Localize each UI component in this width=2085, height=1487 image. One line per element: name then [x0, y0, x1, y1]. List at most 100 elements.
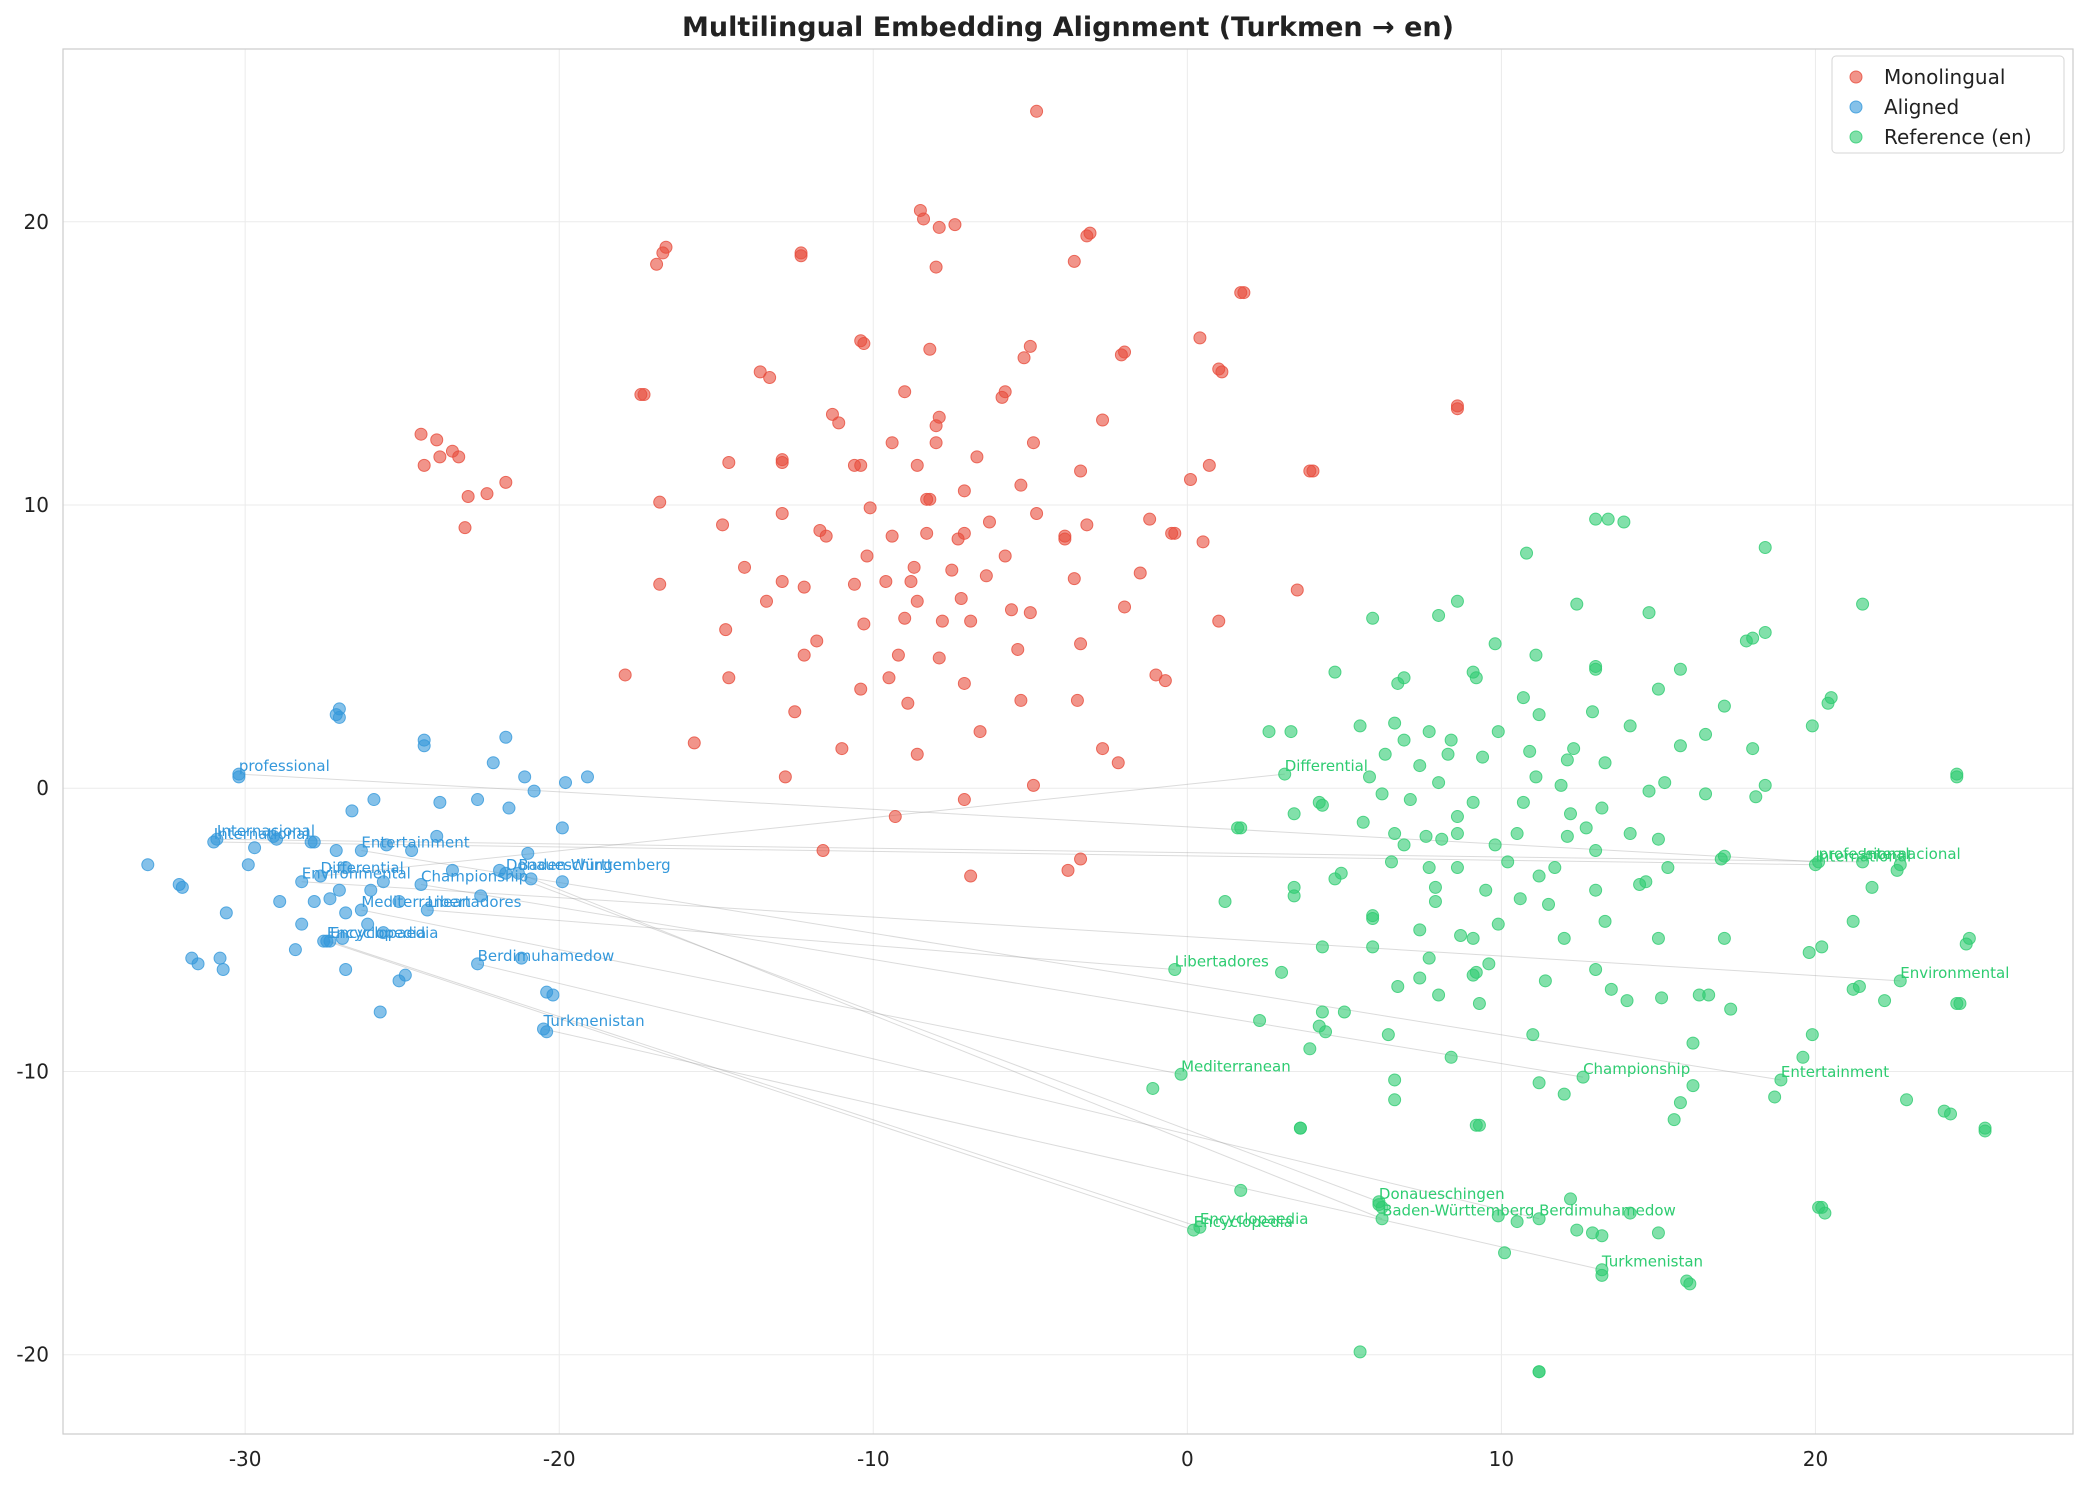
- point-reference-en: [1315, 940, 1329, 954]
- point-monolingual: [1067, 572, 1081, 586]
- point-monolingual: [1118, 600, 1132, 614]
- point-monolingual: [917, 212, 931, 226]
- point-monolingual: [653, 495, 667, 509]
- point-monolingual: [854, 458, 868, 472]
- point-monolingual: [957, 676, 971, 690]
- point-reference-en: [1479, 883, 1493, 897]
- point-reference-en: [1623, 719, 1637, 733]
- point-reference-en: [1900, 1093, 1914, 1107]
- point-monolingual: [910, 747, 924, 761]
- point-reference-en: [1768, 1090, 1782, 1104]
- point-monolingual: [656, 246, 670, 260]
- point-reference-en: [1174, 1067, 1188, 1081]
- point-reference-en: [1428, 895, 1442, 909]
- point-monolingual: [738, 560, 752, 574]
- point-reference-en: [1187, 1223, 1201, 1237]
- point-aligned: [471, 957, 485, 971]
- aligned-word-label: Championship: [421, 868, 528, 886]
- point-monolingual: [788, 705, 802, 719]
- point-monolingual: [461, 490, 475, 504]
- point-aligned: [345, 804, 359, 818]
- point-aligned: [314, 869, 328, 883]
- point-monolingual: [458, 521, 472, 535]
- point-labels: professionalprofessionalInternationalInt…: [214, 757, 2010, 1271]
- point-reference-en: [1501, 855, 1515, 869]
- point-aligned: [392, 895, 406, 909]
- point-reference-en: [1651, 832, 1665, 846]
- point-reference-en: [1366, 611, 1380, 625]
- reference-word-label: professional: [1819, 845, 1910, 863]
- point-monolingual: [1196, 535, 1210, 549]
- point-reference-en: [1567, 742, 1581, 756]
- alignment-line: [320, 773, 1285, 877]
- point-reference-en: [1774, 1073, 1788, 1087]
- aligned-word-label: Encyclopedia: [327, 924, 426, 942]
- point-monolingual: [1168, 526, 1182, 540]
- legend-label: Reference (en): [1884, 125, 2032, 149]
- point-aligned: [376, 875, 390, 889]
- point-reference-en: [1422, 861, 1436, 875]
- point-reference-en: [1432, 776, 1446, 790]
- legend-label: Aligned: [1884, 95, 1959, 119]
- point-reference-en: [1595, 1229, 1609, 1243]
- point-reference-en: [1388, 1093, 1402, 1107]
- point-monolingual: [1158, 674, 1172, 688]
- point-reference-en: [1570, 597, 1584, 611]
- point-reference-en: [1366, 940, 1380, 954]
- point-aligned: [232, 770, 246, 784]
- point-aligned: [339, 861, 353, 875]
- point-reference-en: [1642, 606, 1656, 620]
- point-monolingual: [1143, 512, 1157, 526]
- point-monolingual: [885, 436, 899, 450]
- point-monolingual: [973, 725, 987, 739]
- point-monolingual: [1026, 436, 1040, 450]
- point-reference-en: [1391, 676, 1405, 690]
- point-reference-en: [1655, 991, 1669, 1005]
- reference-word-label: Donaueschingen: [1379, 1185, 1505, 1203]
- point-monolingual: [904, 574, 918, 588]
- point-monolingual: [1074, 852, 1088, 866]
- point-reference-en: [1856, 855, 1870, 869]
- point-reference-en: [1428, 880, 1442, 894]
- point-reference-en: [1516, 795, 1530, 809]
- point-reference-en: [1589, 963, 1603, 977]
- point-monolingual: [417, 458, 431, 472]
- point-monolingual: [995, 390, 1009, 404]
- point-monolingual: [948, 218, 962, 232]
- point-reference-en: [1450, 594, 1464, 608]
- point-monolingual: [650, 257, 664, 271]
- point-monolingual: [719, 623, 733, 637]
- point-reference-en: [1808, 858, 1822, 872]
- aligned-word-label: Differential: [321, 859, 404, 877]
- legend-marker: [1849, 100, 1863, 114]
- point-reference-en: [1353, 1345, 1367, 1359]
- point-reference-en: [1564, 1192, 1577, 1206]
- point-reference-en: [1444, 1050, 1458, 1064]
- point-monolingual: [1070, 693, 1084, 707]
- point-reference-en: [1950, 770, 1964, 784]
- point-aligned: [219, 906, 233, 920]
- point-monolingual: [1212, 614, 1226, 628]
- point-aligned: [273, 895, 287, 909]
- point-reference-en: [1623, 1206, 1637, 1220]
- point-reference-en: [1818, 1206, 1832, 1220]
- point-reference-en: [1529, 770, 1543, 784]
- point-monolingual: [929, 260, 943, 274]
- point-aligned: [270, 832, 284, 846]
- point-reference-en: [1388, 827, 1402, 841]
- point-monolingual: [1074, 637, 1088, 651]
- point-reference-en: [1846, 914, 1860, 928]
- point-reference-en: [1315, 798, 1329, 812]
- point-reference-en: [1513, 892, 1527, 906]
- point-monolingual: [964, 869, 978, 883]
- point-monolingual: [898, 385, 912, 399]
- point-monolingual: [1014, 693, 1028, 707]
- point-reference-en: [1450, 810, 1464, 824]
- aligned-word-label: Environmental: [302, 865, 411, 883]
- point-monolingual: [810, 634, 824, 648]
- point-reference-en: [1366, 912, 1380, 926]
- point-reference-en: [1598, 756, 1612, 770]
- point-reference-en: [1422, 725, 1436, 739]
- alignment-line: [518, 872, 1383, 1220]
